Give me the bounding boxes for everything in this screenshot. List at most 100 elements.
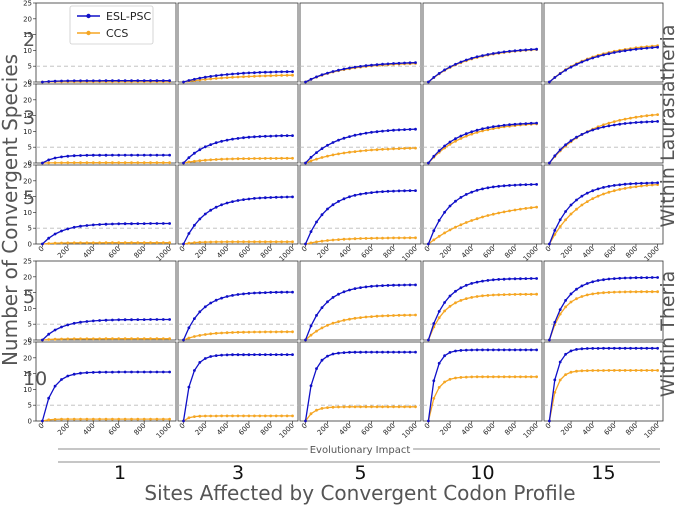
point-esl-psc <box>242 71 245 75</box>
y-tick-label: 25 <box>23 81 32 89</box>
point-ccs <box>274 74 278 77</box>
point-ccs <box>585 293 589 297</box>
x-tick-label: 200 <box>316 422 331 437</box>
panel-r3-c5: 0 200 400 600 800 1000 <box>543 164 664 263</box>
point-ccs <box>502 375 506 379</box>
point-esl-psc <box>470 56 474 60</box>
point-esl-psc <box>209 143 213 147</box>
point-esl-psc <box>364 350 368 354</box>
point-esl-psc <box>564 352 567 356</box>
point-ccs <box>454 225 457 229</box>
point-ccs <box>326 154 329 158</box>
point-esl-psc <box>408 61 412 65</box>
point-esl-psc <box>111 370 114 374</box>
y-tick-label: 10 <box>23 209 32 217</box>
point-ccs <box>320 407 324 410</box>
point-esl-psc <box>535 348 538 352</box>
y-tick-label: 25 <box>23 162 32 170</box>
point-ccs <box>123 161 127 165</box>
y-tick-label: 15 <box>23 31 32 39</box>
point-esl-psc <box>443 144 446 148</box>
point-ccs <box>258 330 262 334</box>
point-esl-psc <box>253 291 256 295</box>
panel-r2-c3 <box>299 83 422 165</box>
point-ccs <box>111 241 114 245</box>
point-esl-psc <box>508 49 511 53</box>
point-esl-psc <box>309 384 313 388</box>
point-ccs <box>263 414 267 418</box>
legend: ESL-PSC CCS <box>69 5 154 45</box>
point-ccs <box>375 314 379 318</box>
point-esl-psc <box>459 134 463 138</box>
y-axis-title: Number of Convergent Species <box>0 54 22 366</box>
point-esl-psc <box>529 183 533 186</box>
x-tick-label: 0 <box>37 422 46 431</box>
point-esl-psc <box>304 419 307 423</box>
point-esl-psc <box>136 222 140 226</box>
point-esl-psc <box>66 374 70 378</box>
point-ccs <box>519 375 522 379</box>
point-ccs <box>331 238 335 242</box>
point-esl-psc <box>187 232 191 235</box>
point-ccs <box>342 237 346 241</box>
point-esl-psc <box>331 141 335 144</box>
point-ccs <box>397 405 401 409</box>
point-ccs <box>85 161 89 165</box>
y-tick-label: 5 <box>28 63 32 71</box>
point-ccs <box>519 207 522 211</box>
point-ccs <box>359 316 362 319</box>
point-esl-psc <box>104 370 108 374</box>
point-ccs <box>117 241 121 245</box>
panel-r4-c3 <box>299 260 422 342</box>
point-esl-psc <box>149 318 152 321</box>
point-esl-psc <box>386 62 390 66</box>
point-esl-psc <box>596 55 600 58</box>
point-ccs <box>130 161 133 165</box>
point-esl-psc <box>203 212 207 216</box>
point-esl-psc <box>432 379 436 383</box>
point-ccs <box>529 375 533 379</box>
point-esl-psc <box>650 46 654 49</box>
point-esl-psc <box>274 353 278 356</box>
panel-frame <box>299 164 422 245</box>
point-esl-psc <box>91 79 95 83</box>
point-ccs <box>149 337 152 341</box>
x-tick-label: 1000 <box>155 422 173 440</box>
point-esl-psc <box>91 319 95 323</box>
point-esl-psc <box>66 154 70 158</box>
point-esl-psc <box>60 155 63 159</box>
point-ccs <box>326 323 329 327</box>
point-esl-psc <box>47 396 51 400</box>
point-esl-psc <box>502 123 506 127</box>
point-ccs <box>508 293 511 296</box>
point-esl-psc <box>529 277 533 280</box>
point-ccs <box>375 236 379 240</box>
point-ccs <box>612 189 616 193</box>
point-ccs <box>123 337 127 341</box>
point-ccs <box>386 236 390 240</box>
column-label-3: 5 <box>354 462 366 484</box>
point-esl-psc <box>486 53 490 56</box>
point-esl-psc <box>315 75 318 79</box>
point-esl-psc <box>214 298 218 302</box>
x-tick-label: 400 <box>338 245 353 260</box>
point-esl-psc <box>375 284 379 288</box>
point-esl-psc <box>53 328 57 332</box>
point-ccs <box>408 236 412 240</box>
point-esl-psc <box>337 138 340 142</box>
point-ccs <box>656 113 659 116</box>
point-esl-psc <box>427 242 430 246</box>
point-esl-psc <box>553 76 557 79</box>
point-esl-psc <box>650 346 654 350</box>
x-tick-label: 400 <box>215 422 230 437</box>
point-ccs <box>348 150 351 154</box>
point-esl-psc <box>491 52 495 55</box>
point-esl-psc <box>408 127 412 131</box>
point-ccs <box>269 240 273 244</box>
point-esl-psc <box>315 220 318 224</box>
point-ccs <box>634 290 638 294</box>
point-ccs <box>337 238 340 242</box>
y-tick-label: 15 <box>23 193 32 201</box>
point-esl-psc <box>142 370 146 374</box>
x-tick-label: 200 <box>438 245 453 260</box>
